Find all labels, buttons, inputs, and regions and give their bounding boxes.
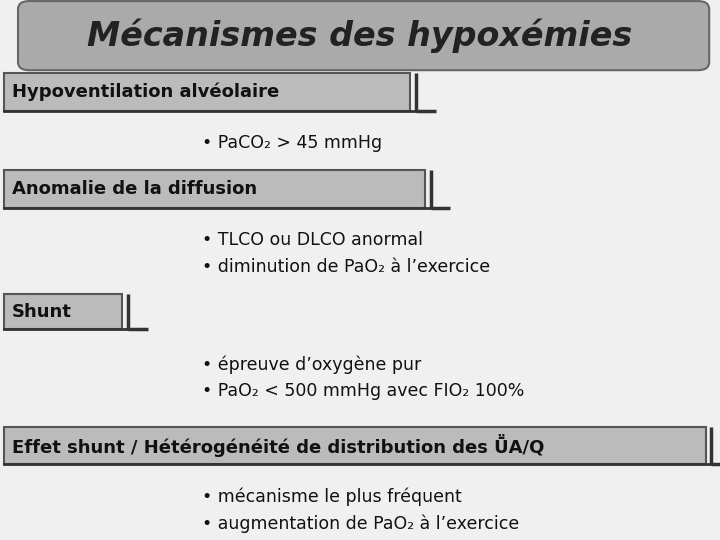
Text: Shunt: Shunt	[12, 303, 72, 321]
Text: Mécanismes des hypoxémies: Mécanismes des hypoxémies	[87, 18, 633, 53]
Text: • épreuve d’oxygène pur: • épreuve d’oxygène pur	[202, 355, 421, 374]
Text: • PaO₂ < 500 mmHg avec FIO₂ 100%: • PaO₂ < 500 mmHg avec FIO₂ 100%	[202, 382, 524, 401]
Text: Anomalie de la diffusion: Anomalie de la diffusion	[12, 180, 257, 198]
Text: • TLCO ou DLCO anormal: • TLCO ou DLCO anormal	[202, 231, 423, 249]
Text: Hypoventilation alvéolaire: Hypoventilation alvéolaire	[12, 83, 279, 101]
FancyBboxPatch shape	[4, 294, 122, 329]
Text: • mécanisme le plus fréquent: • mécanisme le plus fréquent	[202, 488, 462, 506]
FancyBboxPatch shape	[18, 1, 709, 70]
Text: • diminution de PaO₂ à l’exercice: • diminution de PaO₂ à l’exercice	[202, 258, 490, 276]
FancyBboxPatch shape	[4, 170, 425, 208]
Text: • PaCO₂ > 45 mmHg: • PaCO₂ > 45 mmHg	[202, 134, 382, 152]
FancyBboxPatch shape	[4, 73, 410, 111]
FancyBboxPatch shape	[4, 427, 706, 464]
Text: • augmentation de PaO₂ à l’exercice: • augmentation de PaO₂ à l’exercice	[202, 515, 519, 533]
Text: Effet shunt / Hétérogénéité de distribution des ṺA/Q: Effet shunt / Hétérogénéité de distribut…	[12, 434, 544, 457]
